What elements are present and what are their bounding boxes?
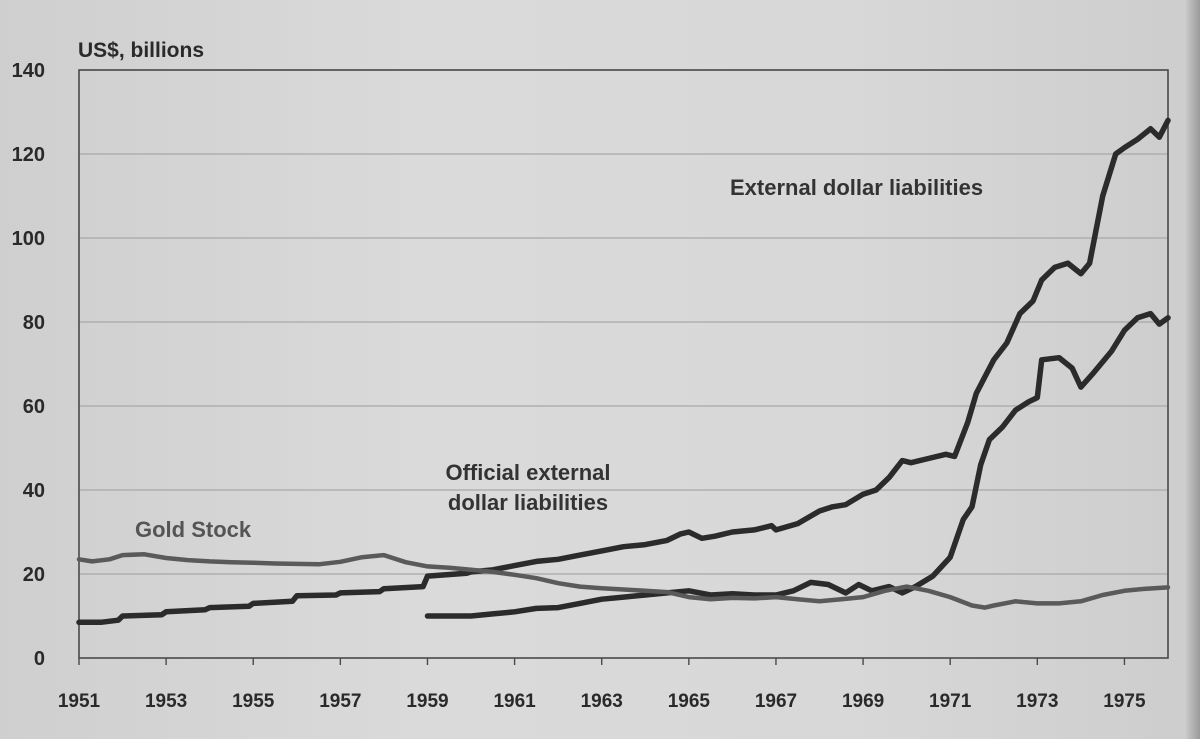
series-line-official	[424, 310, 1171, 619]
x-tick-label: 1957	[319, 691, 361, 712]
x-tick-label: 1975	[1103, 691, 1146, 712]
x-tick-label: 1967	[755, 691, 797, 712]
series-line-external	[76, 117, 1171, 626]
y-tick-label: 40	[23, 480, 45, 502]
x-tick-label: 1959	[406, 691, 448, 712]
x-tick-label: 1955	[232, 691, 275, 712]
axes: 0 20 40 60 80 100 120 140 1951 1953 1955 1957 1959 19…	[12, 60, 1169, 712]
y-tick-label: 60	[23, 396, 45, 418]
annotation-gold: Gold Stock	[135, 517, 252, 542]
x-tick-label: 1951	[58, 691, 101, 712]
y-tick-label: 20	[23, 564, 45, 586]
y-tick-label: 0	[34, 648, 45, 670]
x-tick-label: 1953	[145, 691, 187, 712]
series-annotations: External dollar liabilities Official exte…	[135, 175, 983, 542]
y-axis-label: US$, billions	[78, 39, 204, 62]
photo-edge	[1186, 0, 1200, 739]
x-tick-label: 1971	[929, 691, 972, 712]
gridlines	[79, 69, 1168, 575]
y-tick-label: 100	[12, 228, 45, 250]
x-tick-label: 1961	[493, 691, 536, 712]
plot-area	[79, 70, 1168, 658]
series-line-gold	[76, 552, 1171, 610]
annotation-external: External dollar liabilities	[730, 175, 983, 200]
x-tick-label: 1963	[581, 691, 623, 712]
x-tick-label: 1965	[668, 691, 711, 712]
y-tick-label: 140	[12, 60, 45, 82]
series-lines	[76, 117, 1171, 626]
plot-frame	[78, 69, 1169, 659]
x-tick-label: 1969	[842, 691, 884, 712]
annotation-official: Official external	[445, 460, 610, 485]
y-tick-label: 80	[23, 312, 45, 334]
annotation-official: dollar liabilities	[448, 490, 608, 515]
x-tick-label: 1973	[1016, 691, 1058, 712]
y-tick-label: 120	[12, 144, 45, 166]
